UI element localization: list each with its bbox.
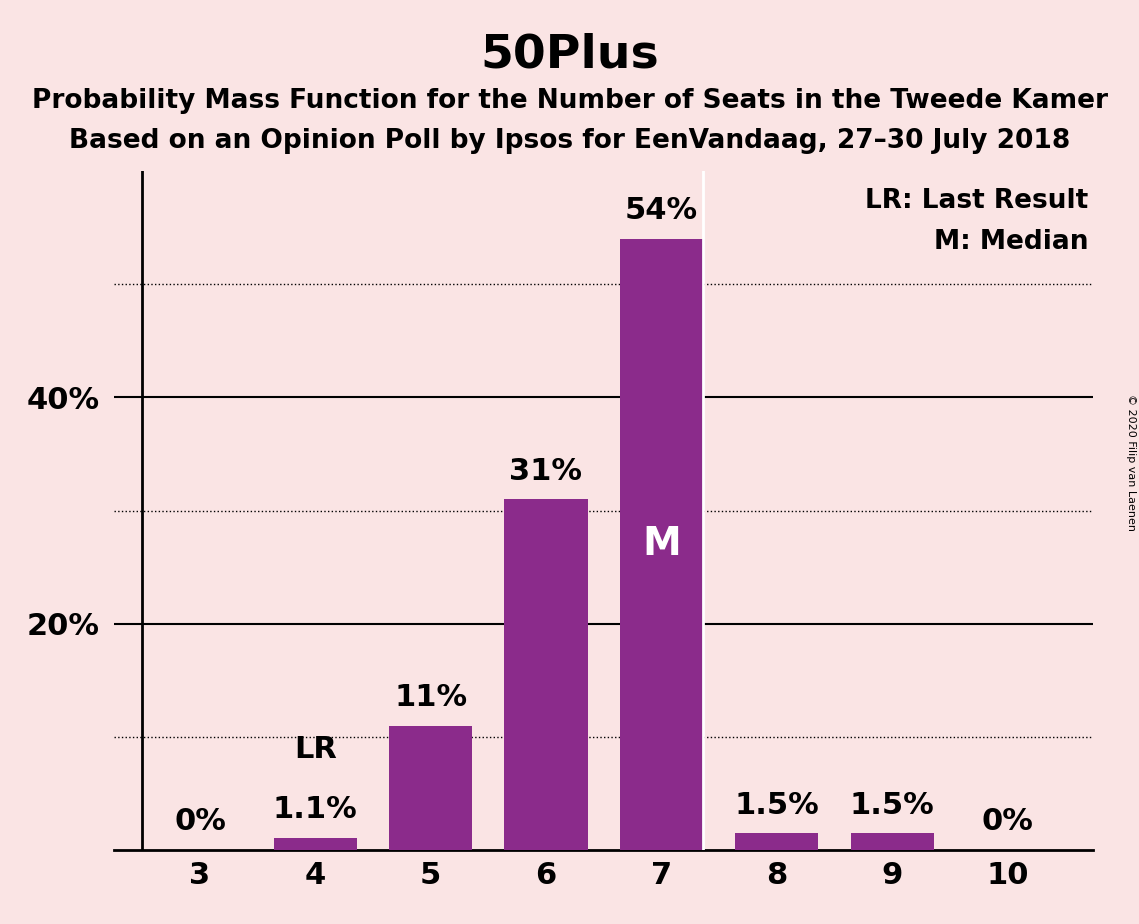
Text: 1.5%: 1.5%: [850, 791, 934, 820]
Bar: [273, 838, 357, 850]
Text: 1.5%: 1.5%: [735, 791, 819, 820]
Text: Probability Mass Function for the Number of Seats in the Tweede Kamer: Probability Mass Function for the Number…: [32, 88, 1107, 114]
Text: 31%: 31%: [509, 456, 582, 486]
Text: Based on an Opinion Poll by Ipsos for EenVandaag, 27–30 July 2018: Based on an Opinion Poll by Ipsos for Ee…: [68, 128, 1071, 153]
Bar: [505, 499, 588, 850]
Text: 0%: 0%: [982, 808, 1033, 836]
Bar: [735, 833, 818, 850]
Text: M: Median: M: Median: [934, 228, 1089, 255]
Text: 54%: 54%: [625, 196, 698, 225]
Text: © 2020 Filip van Laenen: © 2020 Filip van Laenen: [1126, 394, 1136, 530]
Text: 11%: 11%: [394, 683, 467, 712]
Text: LR: LR: [294, 736, 337, 764]
Bar: [851, 833, 934, 850]
Text: 0%: 0%: [174, 808, 226, 836]
Text: LR: Last Result: LR: Last Result: [866, 188, 1089, 214]
Bar: [390, 725, 473, 850]
Bar: [620, 239, 703, 850]
Text: 50Plus: 50Plus: [481, 32, 658, 78]
Text: M: M: [642, 526, 681, 564]
Text: 1.1%: 1.1%: [273, 795, 358, 824]
